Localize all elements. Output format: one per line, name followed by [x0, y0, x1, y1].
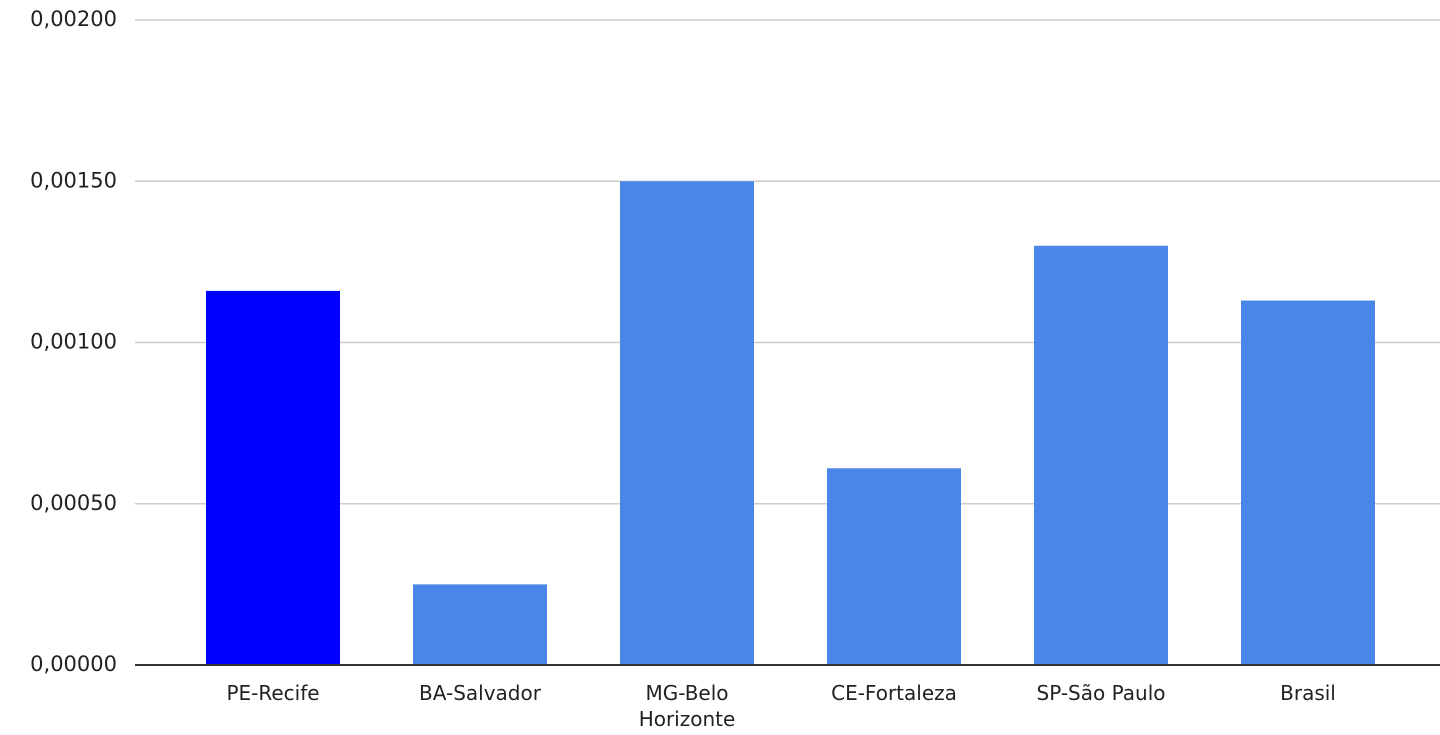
bar [620, 181, 754, 665]
bar [827, 468, 961, 665]
y-tick-label: 0,00200 [30, 7, 117, 31]
bar [206, 290, 340, 665]
y-tick-label: 0,00100 [30, 330, 117, 354]
x-tick-label: BA-Salvador [419, 681, 541, 705]
bar [1034, 245, 1168, 665]
y-tick-label: 0,00050 [30, 491, 117, 515]
x-tick-label: MG-Belo Horizonte [638, 681, 736, 731]
x-tick-label: Brasil [1280, 681, 1336, 705]
x-tick-label: SP-São Paulo [1036, 681, 1166, 705]
x-tick-label: PE-Recife [226, 681, 320, 705]
x-tick-label: CE-Fortaleza [831, 681, 957, 705]
y-tick-label: 0,00000 [30, 652, 117, 676]
bar [1241, 300, 1375, 665]
bar [413, 584, 547, 665]
y-tick-label: 0,00150 [30, 168, 117, 192]
